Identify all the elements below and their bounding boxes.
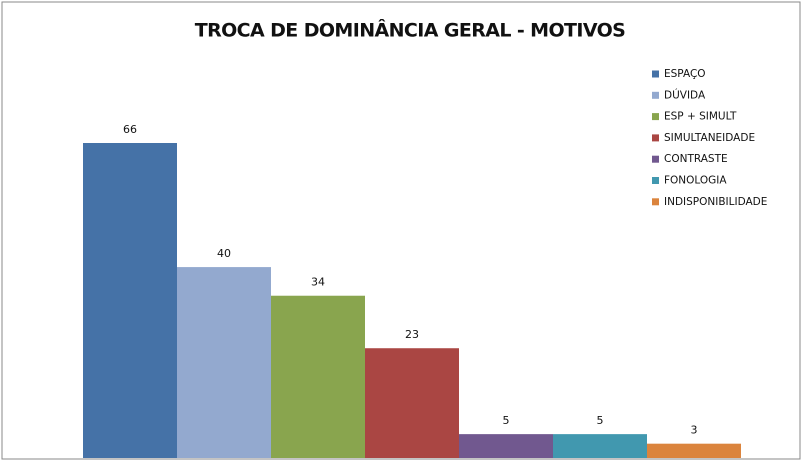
legend-label: DÚVIDA xyxy=(664,88,706,101)
legend-swatch xyxy=(652,155,659,163)
bar xyxy=(459,434,553,458)
legend-swatch xyxy=(652,198,659,206)
bar xyxy=(647,443,741,458)
data-label: 23 xyxy=(405,328,419,341)
legend-swatch xyxy=(652,113,659,121)
chart-title: TROCA DE DOMINÂNCIA GERAL - MOTIVOS xyxy=(195,19,626,42)
legend-label: ESPAÇO xyxy=(664,68,706,80)
bar xyxy=(83,143,177,458)
legend-label: FONOLOGIA xyxy=(664,175,727,187)
legend-swatch xyxy=(652,134,659,142)
data-label: 34 xyxy=(311,276,325,289)
bar xyxy=(553,434,647,458)
legend-swatch xyxy=(652,70,659,78)
legend-label: ESP + SIMULT xyxy=(664,111,737,123)
legend-label: SIMULTANEIDADE xyxy=(664,132,755,144)
legend-swatch xyxy=(652,91,659,99)
legend-label: INDISPONIBILIDADE xyxy=(664,196,767,208)
bar xyxy=(271,295,365,458)
legend-label: CONTRASTE xyxy=(664,153,728,165)
data-label: 3 xyxy=(691,424,698,437)
data-label: 5 xyxy=(597,414,604,427)
data-label: 40 xyxy=(217,247,231,260)
data-label: 66 xyxy=(123,123,137,136)
bar xyxy=(365,348,459,458)
legend-swatch xyxy=(652,177,659,184)
data-label: 5 xyxy=(503,414,510,427)
bar xyxy=(177,267,271,458)
